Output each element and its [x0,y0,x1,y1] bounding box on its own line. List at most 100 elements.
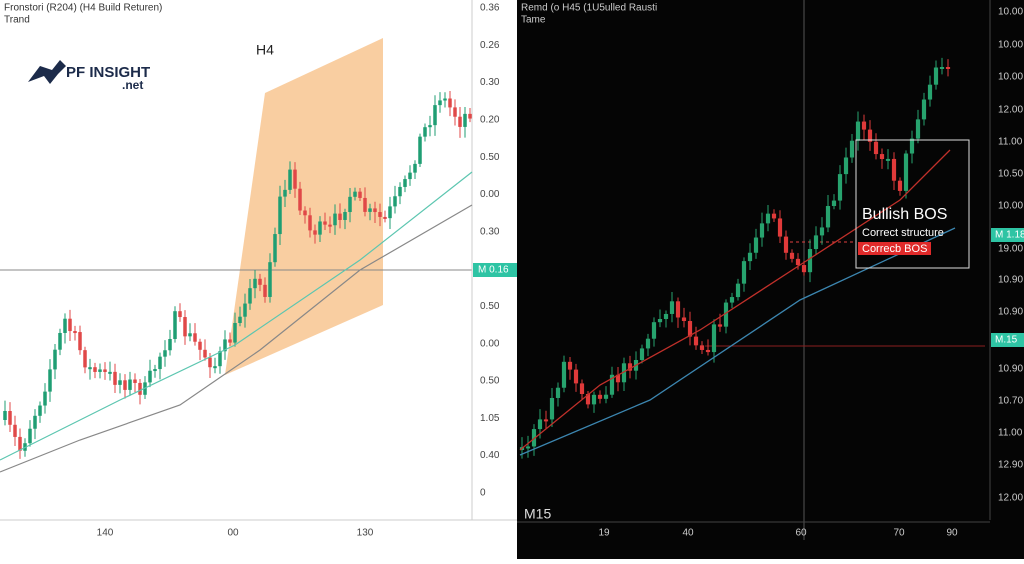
candle-body [203,349,207,358]
candle-body [108,371,112,374]
candle-body [807,249,813,273]
candle-body [759,223,765,238]
candle-body [338,213,342,220]
candle-body [258,278,262,285]
right-bg [517,0,1024,559]
candle-body [408,172,412,180]
candle-body [438,100,442,106]
panel-title: Fronstori (R204) (H4 Build Returen) [4,3,162,14]
candle-body [393,196,397,207]
panel-subtitle: Trand [4,15,30,26]
candle-body [13,424,17,437]
candle-body [843,157,849,175]
candle-body [717,324,723,327]
candle-body [158,356,162,370]
candle-body [627,363,633,371]
candle-body [363,197,367,212]
candle-body [188,333,192,337]
candle-body [298,188,302,211]
candle-body [849,140,855,158]
candle-body [879,154,885,160]
y-axis-label: 0.20 [480,115,500,126]
candle-body [537,419,543,430]
candle-body [765,213,771,224]
candle-body [453,107,457,117]
candle-body [353,191,357,197]
y-axis-label: 10.90 [998,364,1023,375]
candle-body [885,158,891,161]
price-tag: M.15 [995,335,1018,346]
candle-body [33,415,37,429]
candle-body [433,105,437,126]
candle-body [735,283,741,298]
candle-body [218,351,222,367]
candle-body [273,234,277,263]
annotation-text: Correct structure [862,227,944,239]
y-axis-label: 10.70 [998,396,1023,407]
left-candles [3,90,472,459]
panel-title: Remd (o H45 (1U5ulled Rausti [521,3,657,14]
candle-body [921,99,927,120]
candle-body [233,322,237,343]
candle-body [278,196,282,235]
candle-body [795,258,801,266]
candle-body [268,262,272,297]
candle-body [93,367,97,372]
candle-body [243,303,247,317]
candle-body [198,341,202,350]
candle-body [609,374,615,395]
moving-average [519,149,951,451]
candle-body [873,141,879,155]
candle-body [663,313,669,319]
candle-body [448,98,452,108]
candle-body [813,235,819,250]
candle-body [398,186,402,197]
moving-average [0,204,473,473]
candle-body [723,302,729,327]
y-axis-label: 10.90 [998,307,1023,318]
candle-body [651,322,657,339]
x-axis-label: 60 [795,528,807,539]
candle-body [573,369,579,384]
y-axis-label: 0.30 [480,226,500,237]
candle-body [855,121,861,141]
candle-body [603,394,609,399]
candle-body [525,446,531,449]
candle-body [403,179,407,187]
candle-body [591,394,597,405]
candle-body [103,369,107,372]
logo: PF INSIGHT [66,64,150,81]
candle-body [118,380,122,385]
price-tag-bg [473,263,517,277]
candle-body [263,284,267,297]
candle-body [621,363,627,383]
candle-body [837,174,843,201]
y-axis-label: 0.36 [480,3,500,14]
candle-body [747,252,753,262]
candle-body [819,227,825,236]
moving-average [0,171,473,461]
candle-body [903,153,909,191]
y-axis-label: 0 [480,488,486,499]
y-axis-label: 11.00 [998,428,1023,439]
candle-body [783,236,789,253]
candle-body [43,391,47,406]
candle-body [238,316,242,323]
y-axis-label: 10.50 [998,169,1023,180]
candle-body [348,196,352,213]
candle-body [223,339,227,352]
candle-body [248,288,252,304]
candle-body [789,252,795,259]
candle-body [531,429,537,447]
candle-body [153,369,157,372]
candle-body [38,405,42,416]
candle-body [48,369,52,392]
x-axis-label: 90 [946,528,958,539]
candle-body [358,191,362,198]
candle-body [861,121,867,130]
candle-body [283,189,287,197]
timeframe: M15 [524,506,551,522]
y-axis-label: 10.00 [998,201,1023,212]
price-tag: M 1.18 [995,230,1024,241]
candle-body [567,361,573,370]
